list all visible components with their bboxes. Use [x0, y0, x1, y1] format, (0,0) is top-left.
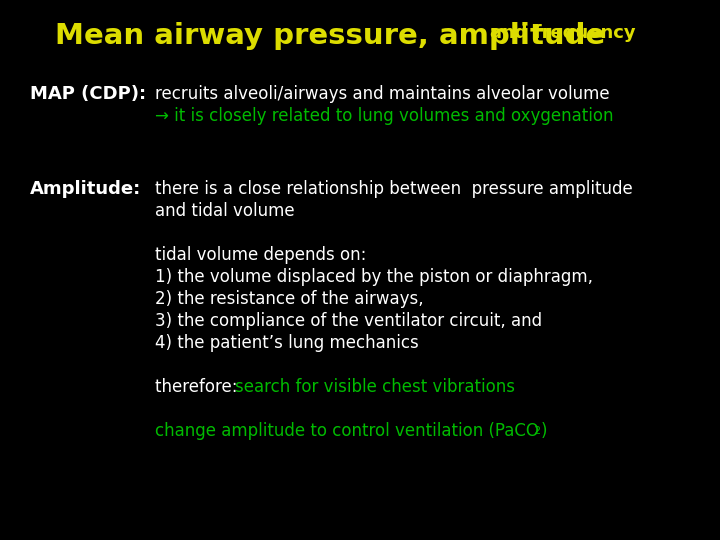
Text: change amplitude to control ventilation (PaCO: change amplitude to control ventilation …	[155, 422, 539, 440]
Text: 3) the compliance of the ventilator circuit, and: 3) the compliance of the ventilator circ…	[155, 312, 542, 330]
Text: Amplitude:: Amplitude:	[30, 180, 141, 198]
Text: and frequency: and frequency	[490, 24, 636, 42]
Text: recruits alveoli/airways and maintains alveolar volume: recruits alveoli/airways and maintains a…	[155, 85, 610, 103]
Text: MAP (CDP):: MAP (CDP):	[30, 85, 146, 103]
Text: therefore:: therefore:	[155, 378, 243, 396]
Text: 2) the resistance of the airways,: 2) the resistance of the airways,	[155, 290, 423, 308]
Text: ): )	[541, 422, 547, 440]
Text: and tidal volume: and tidal volume	[155, 202, 294, 220]
Text: tidal volume depends on:: tidal volume depends on:	[155, 246, 366, 264]
Text: 1) the volume displaced by the piston or diaphragm,: 1) the volume displaced by the piston or…	[155, 268, 593, 286]
Text: search for visible chest vibrations: search for visible chest vibrations	[235, 378, 515, 396]
Text: → it is closely related to lung volumes and oxygenation: → it is closely related to lung volumes …	[155, 107, 613, 125]
Text: 2: 2	[533, 426, 540, 436]
Text: Mean airway pressure, amplitude: Mean airway pressure, amplitude	[55, 22, 606, 50]
Text: 4) the patient’s lung mechanics: 4) the patient’s lung mechanics	[155, 334, 419, 352]
Text: there is a close relationship between  pressure amplitude: there is a close relationship between pr…	[155, 180, 633, 198]
